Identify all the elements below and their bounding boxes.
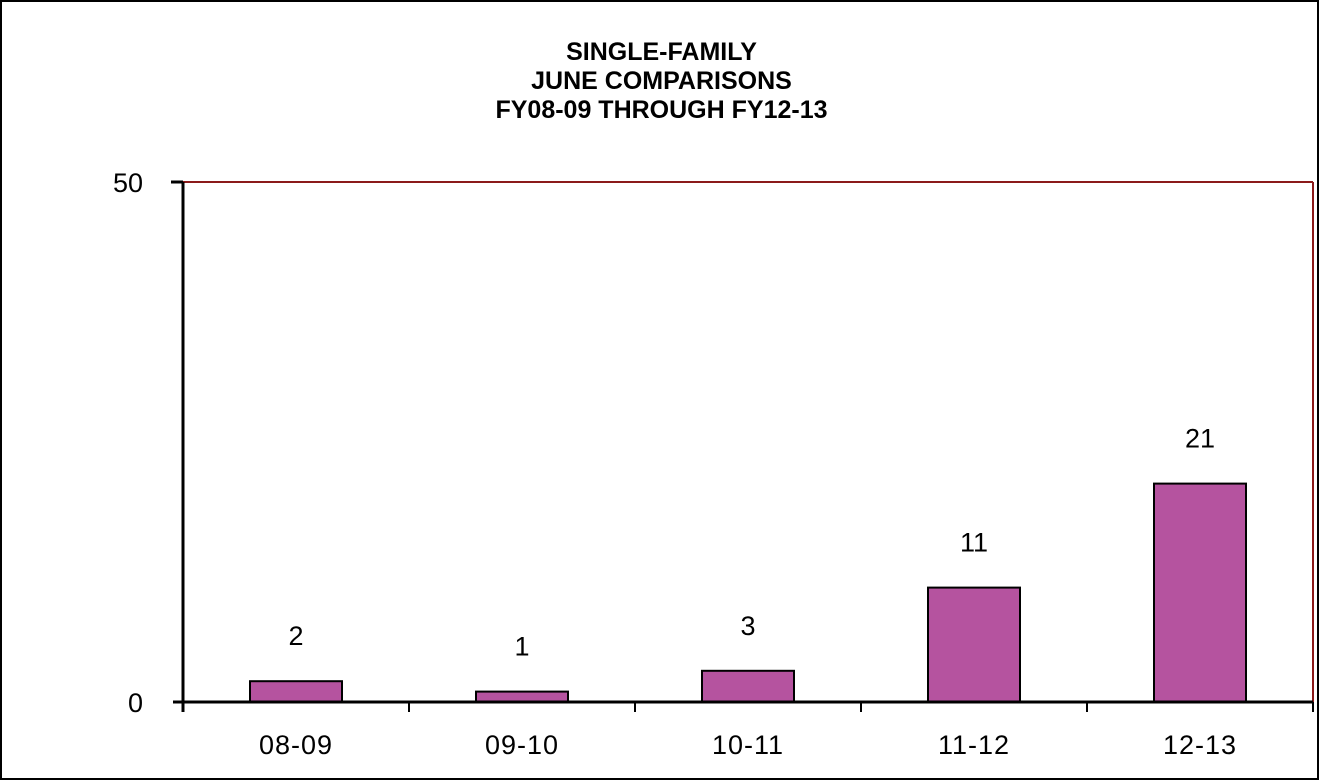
data-label: 3 [740, 611, 755, 641]
data-label: 21 [1185, 424, 1215, 454]
data-labels: 2 1 3 11 21 [288, 424, 1215, 662]
x-tick-label: 09-10 [485, 730, 559, 760]
y-tick-label-max: 50 [113, 168, 143, 198]
bar-10-11 [701, 669, 795, 703]
bar-12-13 [1153, 482, 1247, 703]
x-tick-label: 10-11 [712, 730, 784, 760]
chart-title-line-1: SINGLE-FAMILY [566, 38, 757, 66]
chart-title-line-3: FY08-09 THROUGH FY12-13 [495, 96, 828, 124]
bar-08-09 [249, 680, 343, 704]
x-category-labels: 08-09 09-10 10-11 11-12 12-13 [259, 730, 1237, 760]
x-tick-label: 08-09 [259, 730, 333, 760]
bars-layer [249, 482, 1247, 704]
bar-09-10 [475, 690, 569, 703]
x-tick-label: 11-12 [938, 730, 1010, 760]
data-label: 11 [960, 528, 988, 558]
data-label: 1 [514, 632, 529, 662]
x-tick-label: 12-13 [1163, 730, 1237, 760]
y-tick-label-min: 0 [128, 688, 143, 718]
bar-11-12 [927, 586, 1021, 703]
chart-title-line-2: JUNE COMPARISONS [531, 67, 792, 95]
data-label: 2 [288, 621, 303, 651]
chart-title: SINGLE-FAMILY JUNE COMPARISONS FY08-09 T… [2, 38, 1319, 125]
ticks-layer [171, 180, 1314, 712]
